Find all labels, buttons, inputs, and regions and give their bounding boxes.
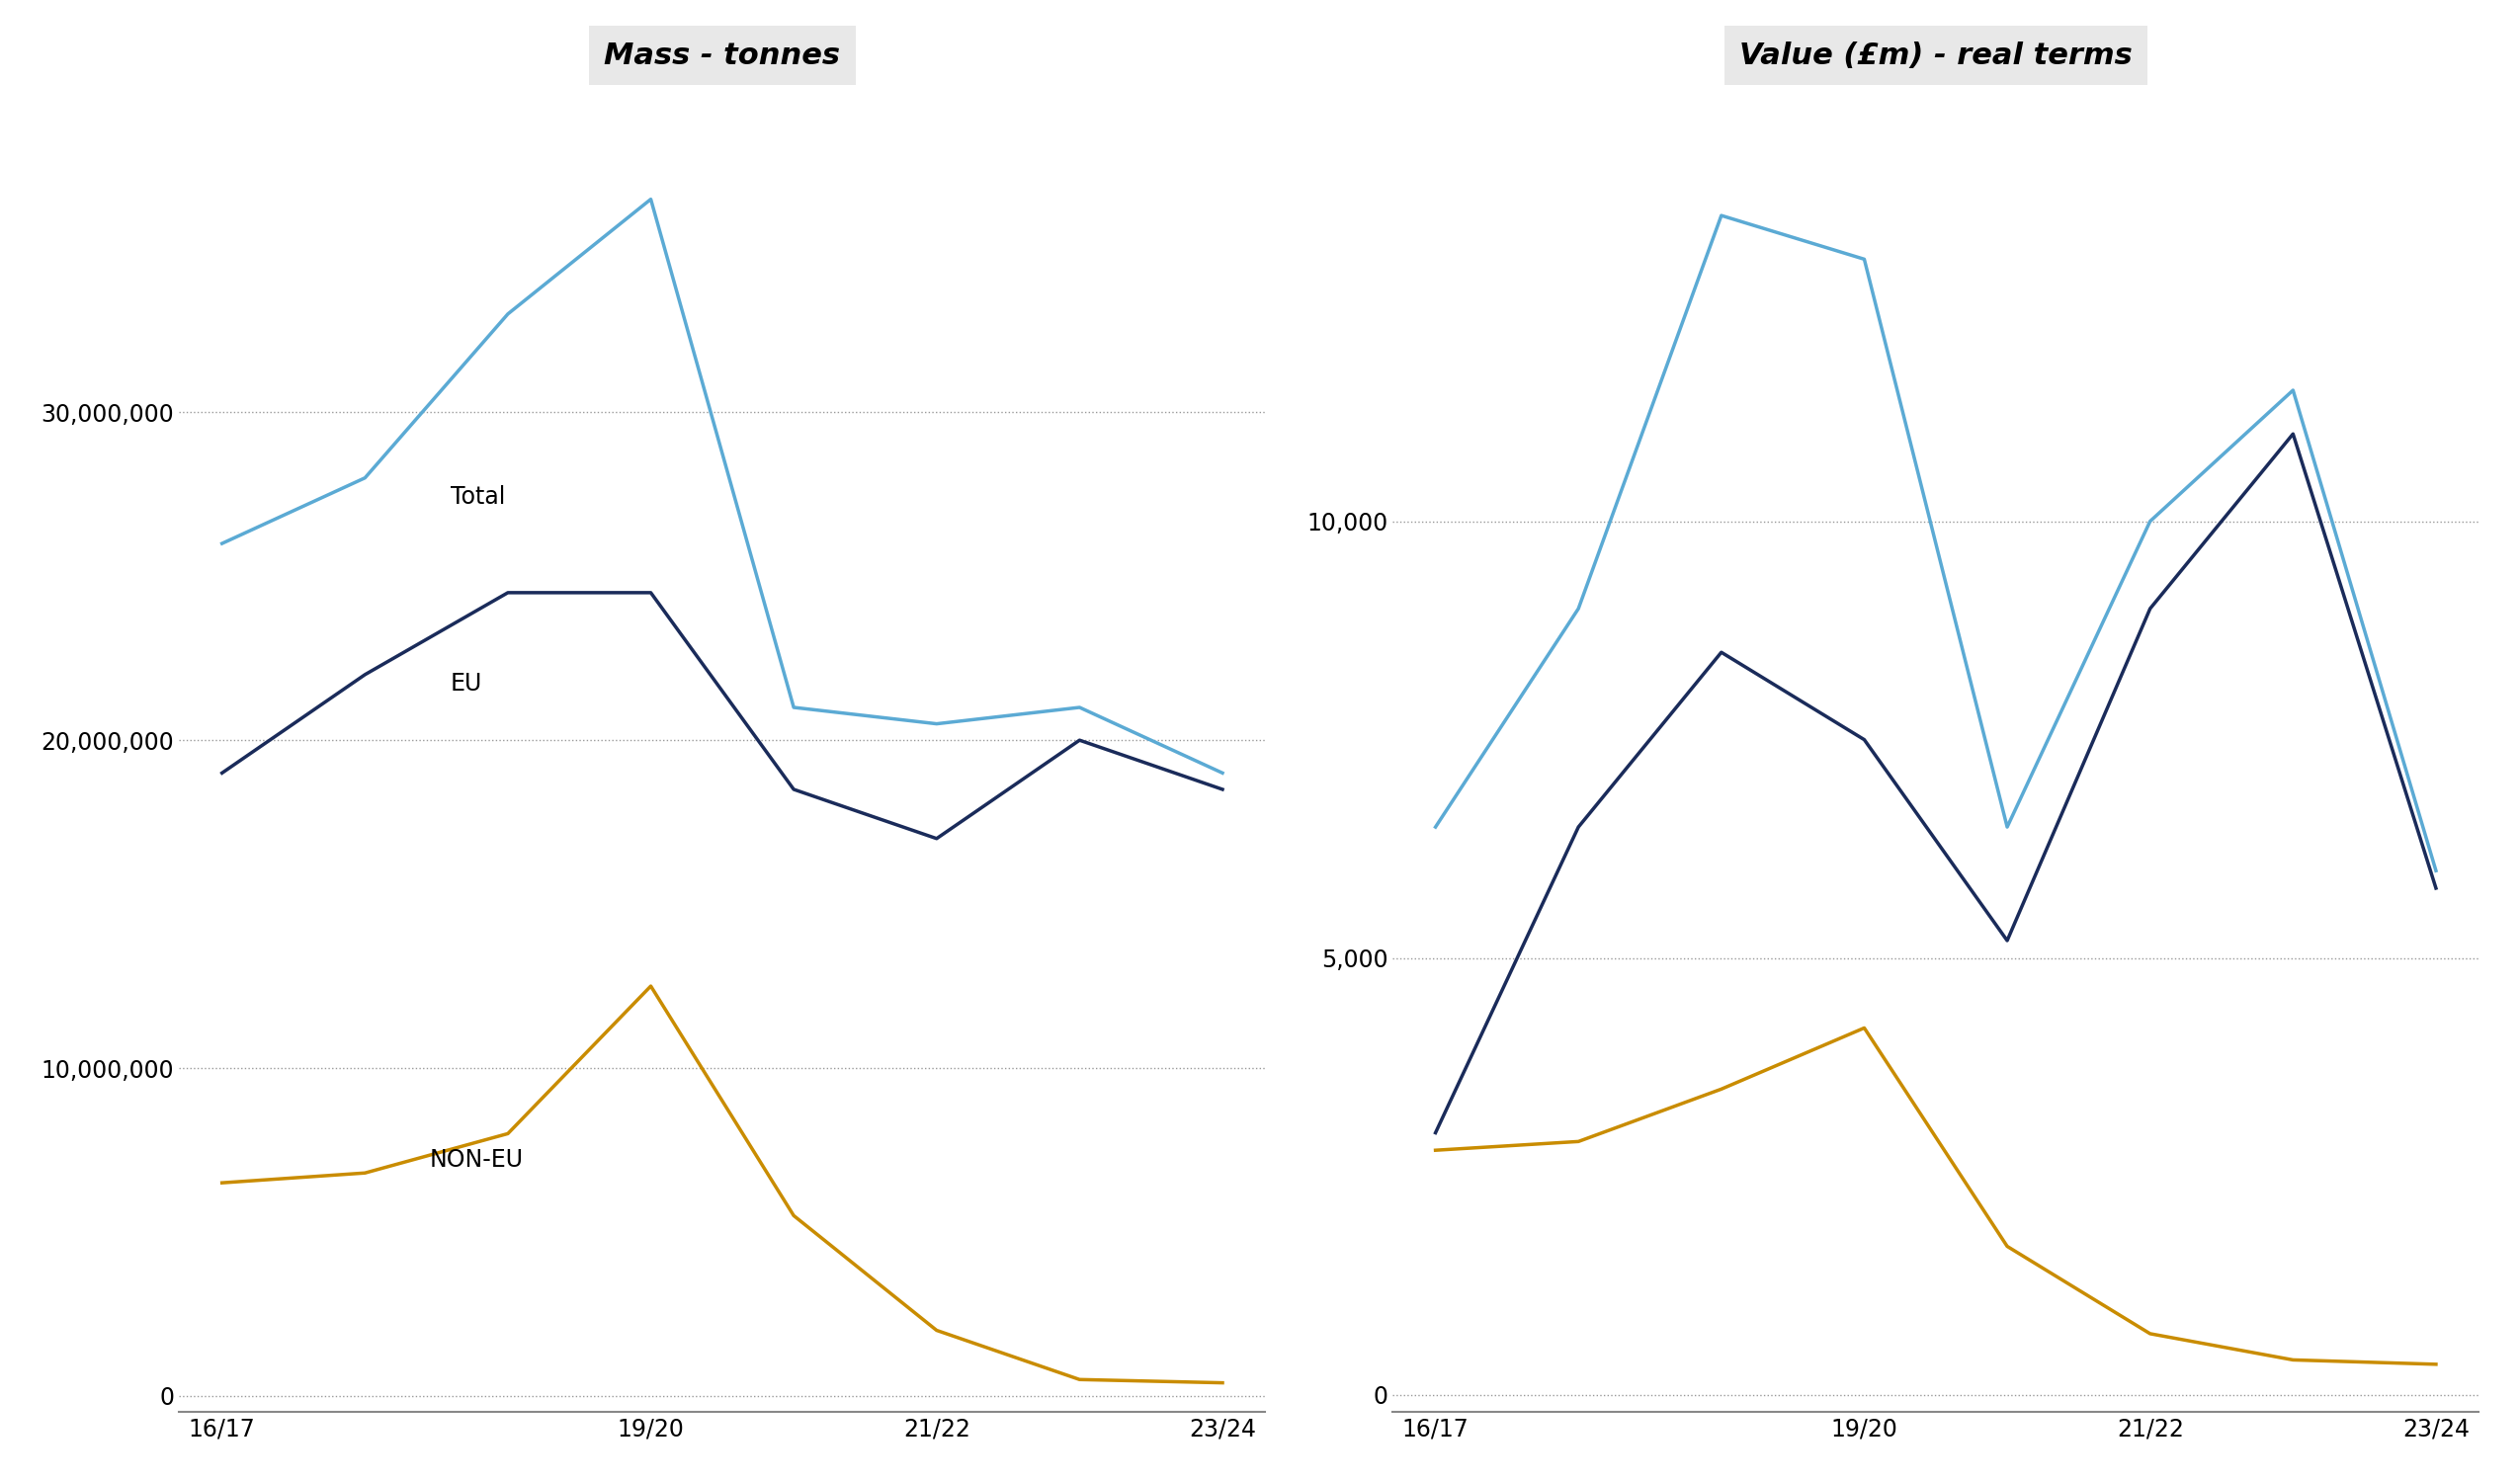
Title: Mass - tonnes: Mass - tonnes	[605, 41, 839, 70]
Text: Total: Total	[451, 486, 507, 510]
Title: Value (£m) - real terms: Value (£m) - real terms	[1739, 41, 2132, 70]
Text: EU: EU	[451, 673, 481, 697]
Text: NON-EU: NON-EU	[428, 1147, 524, 1171]
